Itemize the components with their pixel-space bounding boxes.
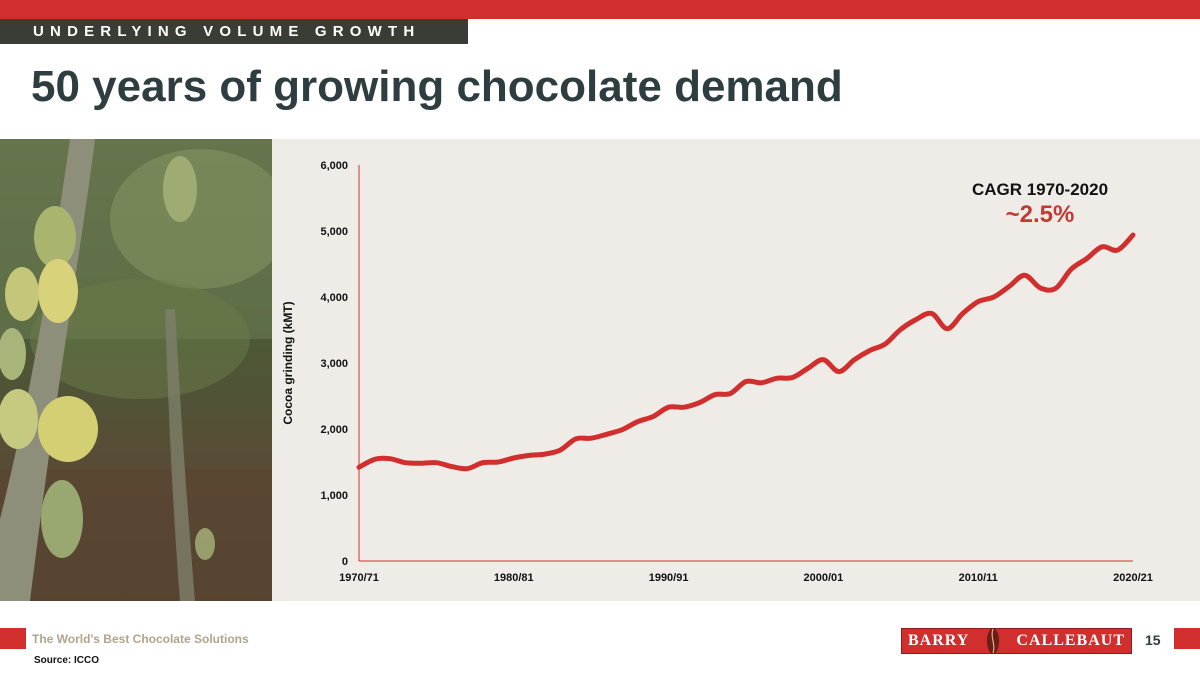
- logo-text-left: BARRY: [908, 632, 970, 649]
- y-tick-label: 6,000: [320, 160, 348, 172]
- footer-tagline: The World's Best Chocolate Solutions: [32, 632, 249, 646]
- cocoa-pod-illustration: [0, 139, 272, 601]
- page-number: 15: [1145, 632, 1161, 648]
- y-tick-label: 4,000: [320, 292, 348, 304]
- top-accent-bar: [0, 0, 1200, 19]
- logo-text-right: CALLEBAUT: [1016, 632, 1125, 649]
- barry-callebaut-logo: BARRY CALLEBAUT: [901, 628, 1132, 654]
- x-tick-label: 1990/91: [649, 572, 689, 584]
- y-tick-label: 5,000: [320, 226, 348, 238]
- y-tick-label: 2,000: [320, 424, 348, 436]
- y-tick-label: 0: [342, 556, 348, 568]
- cagr-value: ~2.5%: [1006, 201, 1075, 228]
- footer-accent-left: [0, 628, 26, 649]
- chart-panel: 0 1,000 2,000 3,000 4,000 5,000 6,000 1970/71 19…: [272, 139, 1200, 601]
- x-tick-label: 2000/01: [804, 572, 844, 584]
- page-title: 50 years of growing chocolate demand: [31, 62, 843, 111]
- cocoa-grinding-line-chart: 0 1,000 2,000 3,000 4,000 5,000 6,000 1970/71 19…: [281, 160, 1153, 584]
- y-axis-title: Cocoa grinding (kMT): [281, 301, 295, 424]
- y-tick-label: 1,000: [320, 490, 348, 502]
- x-tick-label: 2010/11: [959, 572, 998, 584]
- series-line-cocoa-grinding: [356, 232, 1136, 472]
- x-tick-label: 2020/21: [1113, 572, 1153, 584]
- footer-accent-right: [1174, 628, 1200, 649]
- x-tick-label: 1980/81: [494, 572, 534, 584]
- y-tick-label: 3,000: [320, 358, 348, 370]
- source-note: Source: ICCO: [34, 655, 100, 666]
- x-tick-label: 1970/71: [339, 572, 379, 584]
- section-label: UNDERLYING VOLUME GROWTH: [0, 19, 468, 44]
- cagr-label: CAGR 1970-2020: [972, 180, 1108, 199]
- cocoa-bean-logo-icon: [986, 627, 1000, 655]
- cocoa-pod-photo: [0, 139, 272, 601]
